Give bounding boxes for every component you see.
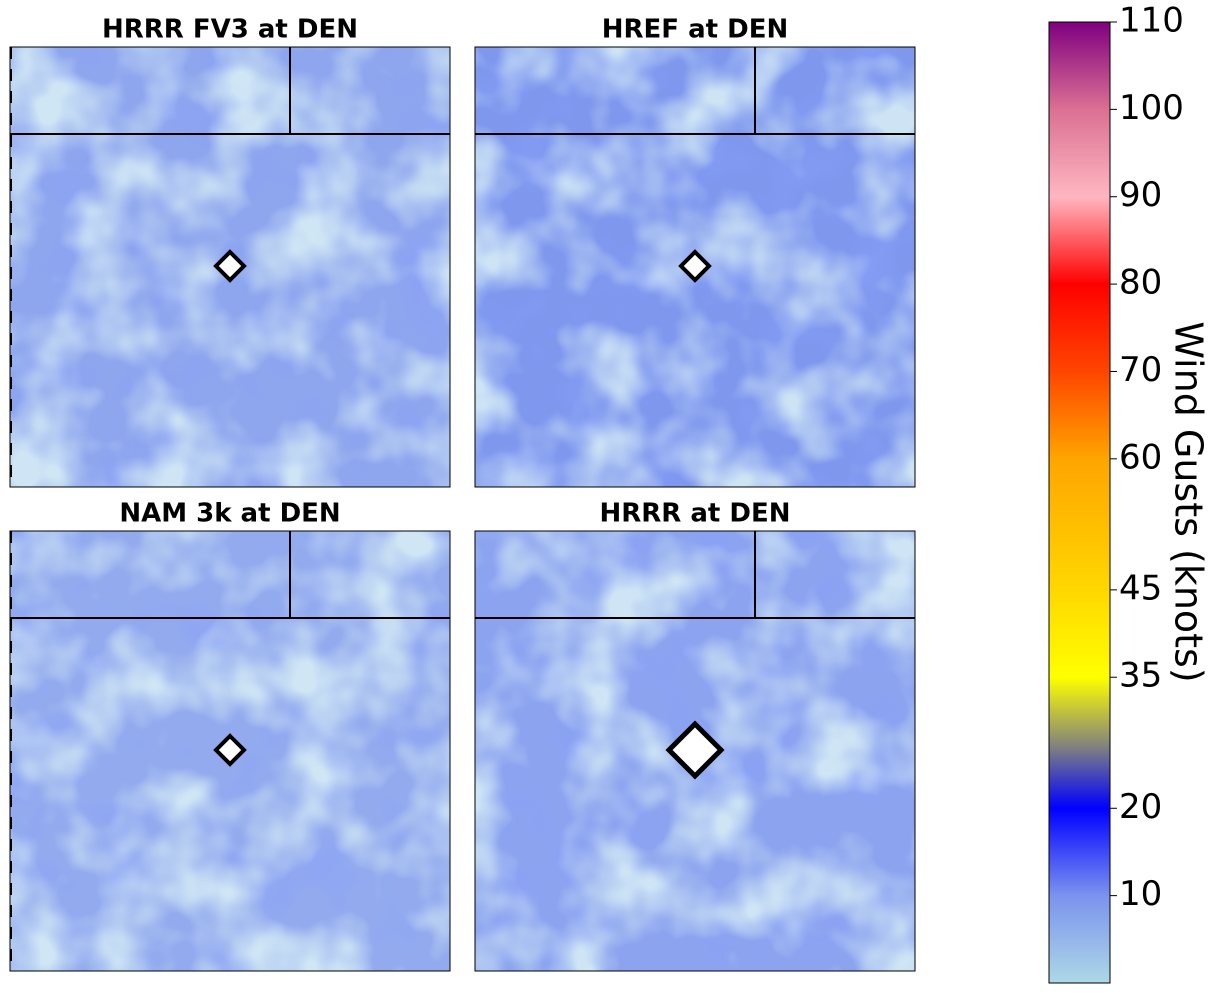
map-frame xyxy=(474,46,916,488)
tick-label: 110 xyxy=(1119,1,1184,41)
tick-label: 10 xyxy=(1119,874,1162,914)
tick-label: 35 xyxy=(1119,656,1162,696)
map-panel: NAM 3k at DEN xyxy=(9,499,451,972)
station-marker xyxy=(213,249,247,283)
colorbar-ticks: 10 20 35 45 60 70 80 90 100 110 xyxy=(1110,1,1184,914)
tick-label: 100 xyxy=(1119,88,1184,128)
map-frame xyxy=(474,530,916,972)
tick-label: 60 xyxy=(1119,437,1162,477)
station-marker xyxy=(678,249,712,283)
panel-title: HRRR at DEN xyxy=(599,499,790,529)
map-panel: HRRR FV3 at DEN xyxy=(9,15,451,488)
panels: HRRR FV3 at DEN HREF at DEN NAM 3k at DEN H… xyxy=(9,15,916,972)
map-panel: HREF at DEN xyxy=(474,15,916,488)
station-marker xyxy=(665,720,725,780)
tick-label: 90 xyxy=(1119,175,1162,215)
panel-title: HREF at DEN xyxy=(602,15,788,45)
tick-label: 80 xyxy=(1119,263,1162,303)
panel-title: HRRR FV3 at DEN xyxy=(102,15,358,45)
station-marker xyxy=(213,733,247,767)
colorbar xyxy=(1048,21,1111,984)
tick-label: 70 xyxy=(1119,350,1162,390)
tick-label: 20 xyxy=(1119,787,1162,827)
colorbar-label: Wind Gusts (knots) xyxy=(1167,321,1211,682)
panel-title: NAM 3k at DEN xyxy=(119,499,340,529)
map-panel: HRRR at DEN xyxy=(474,499,916,972)
tick-label: 45 xyxy=(1119,568,1162,608)
